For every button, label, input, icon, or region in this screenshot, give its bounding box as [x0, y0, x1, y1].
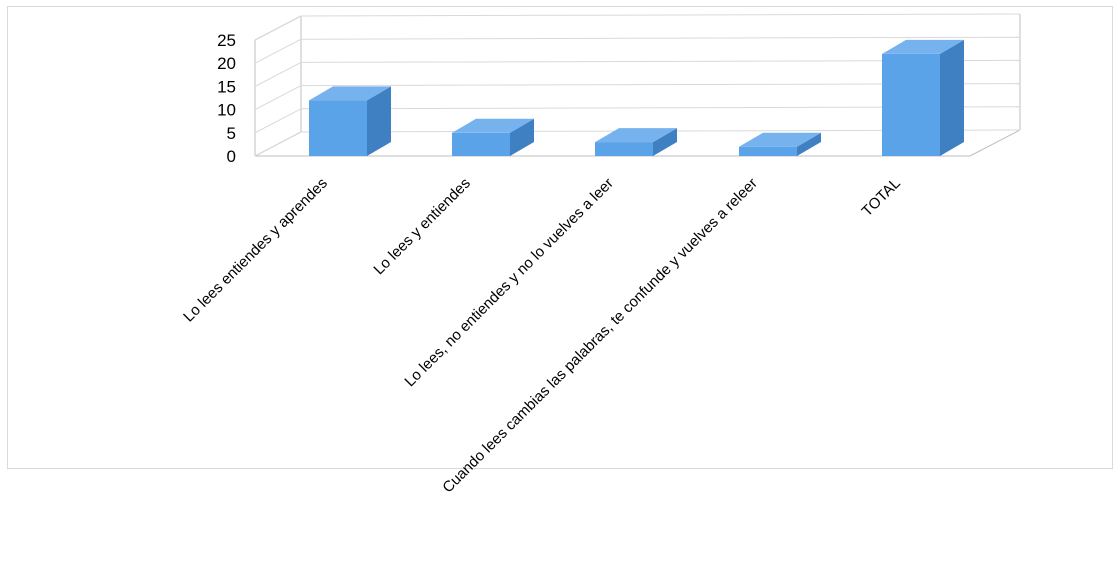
bar-4 — [882, 39, 964, 156]
bar-front-4 — [882, 53, 940, 156]
y-tick-label-5: 25 — [217, 31, 236, 50]
gridline-side-3 — [254, 61, 302, 87]
chart-frame — [7, 6, 1113, 469]
bar-side-4 — [940, 39, 964, 156]
bar-front-2 — [595, 142, 653, 156]
gridline-back-5 — [300, 13, 1021, 17]
y-axis-ticks: 0 5 10 15 20 25 — [217, 31, 236, 166]
bar-2 — [595, 128, 677, 156]
x-category-label-3: Cuando lees cambias las palabras, te con… — [439, 175, 761, 497]
bar-top-4 — [882, 39, 964, 54]
bar-3 — [739, 132, 821, 156]
y-tick-label-3: 15 — [217, 77, 236, 96]
bar-front-0 — [309, 100, 367, 156]
bars — [309, 39, 964, 156]
gridline-side-2 — [254, 85, 302, 111]
bar-front-1 — [452, 132, 510, 156]
y-tick-label-1: 5 — [227, 124, 236, 143]
bar-side-2 — [653, 128, 677, 156]
bar-side-0 — [367, 86, 391, 156]
bar-top-1 — [452, 118, 534, 133]
y-tick-label-4: 20 — [217, 54, 236, 73]
floor-right-edge — [969, 129, 1021, 157]
bar-0 — [309, 86, 391, 156]
x-category-label-1: Lo lees y entiendes — [370, 175, 473, 278]
bar-top-2 — [595, 128, 677, 143]
x-category-label-4: TOTAL — [859, 175, 904, 220]
gridline-back-4 — [300, 36, 1021, 40]
bar-side-3 — [797, 132, 821, 156]
y-tick-label-0: 0 — [227, 147, 236, 166]
bar-1 — [452, 118, 534, 156]
gridline-side-0 — [254, 131, 302, 157]
gridline-side-4 — [254, 38, 302, 64]
y-tick-label-2: 10 — [217, 101, 236, 120]
x-axis-labels: Lo lees entiendes y aprendes Lo lees y en… — [180, 175, 904, 497]
bar-top-3 — [739, 132, 821, 147]
gridline-side-1 — [254, 108, 302, 134]
bar-side-1 — [510, 118, 534, 156]
bar-front-3 — [739, 146, 797, 156]
x-category-label-0: Lo lees entiendes y aprendes — [180, 175, 331, 326]
bar-top-0 — [309, 86, 391, 101]
gridline-side-5 — [254, 15, 302, 41]
